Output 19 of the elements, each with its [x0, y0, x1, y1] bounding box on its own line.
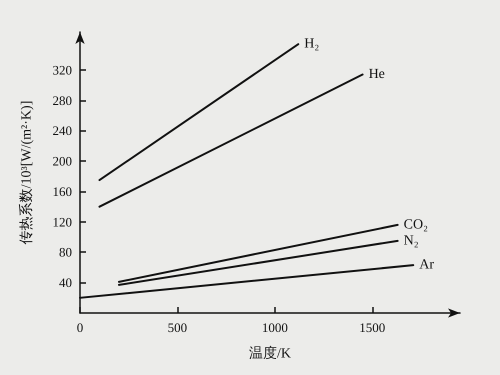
y-tick-label: 240	[52, 123, 72, 138]
x-tick-label: 1500	[359, 320, 386, 335]
y-tick-label: 280	[52, 92, 72, 108]
y-tick-label: 40	[59, 275, 72, 290]
y-tick-label: 80	[59, 244, 72, 260]
x-tick-label: 500	[168, 320, 188, 335]
x-axis-title: 温度/K	[249, 346, 291, 362]
series-label: CO₂	[404, 217, 428, 232]
y-tick-label: 320	[52, 62, 72, 78]
y-tick-label: 160	[52, 184, 72, 199]
x-tick-label: 1000	[262, 320, 288, 335]
x-tick-label: 0	[76, 320, 84, 335]
y-tick-label: 120	[52, 214, 72, 230]
series-label: He	[368, 67, 385, 82]
series-label: H₂	[304, 36, 320, 52]
series-label: N₂	[404, 233, 419, 248]
series-label: Ar	[419, 258, 434, 273]
y-axis-title: 传热系数/10³[W/(m²·K)]	[18, 100, 34, 244]
y-tick-label: 200	[52, 154, 72, 169]
